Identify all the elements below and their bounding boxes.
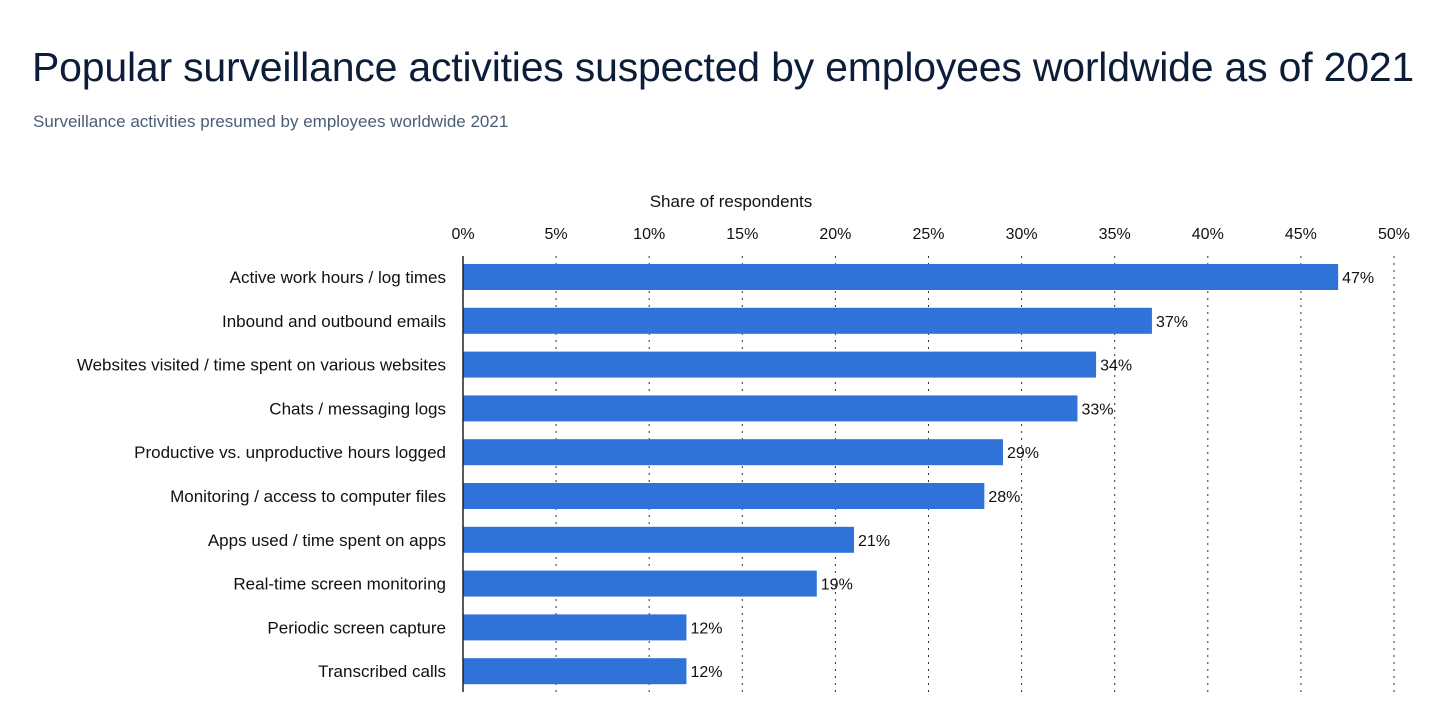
x-tick-label: 30% <box>1006 226 1038 243</box>
value-labels: 47% 37% 34% 33% 29% 28% 21% 19% 12% 12% <box>690 270 1374 681</box>
bar <box>463 307 1152 334</box>
value-label: 34% <box>1100 358 1132 375</box>
x-tick-label: 15% <box>726 226 758 243</box>
value-label: 28% <box>988 489 1020 506</box>
x-axis-ticks: 0% 5% 10% 15% 20% 25% 30% 35% 40% 45% 50% <box>451 226 1410 243</box>
gridlines <box>555 256 1395 692</box>
bar <box>463 395 1078 422</box>
category-label: Websites visited / time spent on various… <box>77 356 446 375</box>
bar <box>463 351 1097 378</box>
chart-title: Popular surveillance activities suspecte… <box>32 44 1415 90</box>
bars <box>463 264 1339 685</box>
x-tick-label: 50% <box>1378 226 1410 243</box>
category-label: Transcribed calls <box>318 662 446 681</box>
category-label: Active work hours / log times <box>230 268 446 287</box>
category-label: Productive vs. unproductive hours logged <box>134 443 446 462</box>
category-label: Chats / messaging logs <box>269 399 446 418</box>
bar <box>463 658 687 685</box>
category-label: Real-time screen monitoring <box>233 575 446 594</box>
value-label: 37% <box>1156 314 1188 331</box>
x-tick-label: 5% <box>545 226 568 243</box>
category-label: Periodic screen capture <box>267 618 446 637</box>
category-label: Monitoring / access to computer files <box>170 487 446 506</box>
bar <box>463 570 817 597</box>
x-tick-label: 10% <box>633 226 665 243</box>
x-tick-label: 0% <box>451 226 474 243</box>
value-label: 19% <box>821 577 853 594</box>
x-tick-label: 20% <box>819 226 851 243</box>
value-label: 29% <box>1007 445 1039 462</box>
x-axis-title: Share of respondents <box>650 192 813 211</box>
category-label: Inbound and outbound emails <box>222 312 446 331</box>
value-label: 12% <box>690 664 722 681</box>
value-label: 12% <box>690 620 722 637</box>
bar <box>463 483 985 509</box>
bar <box>463 264 1339 290</box>
bar <box>463 614 687 641</box>
value-label: 33% <box>1081 401 1113 418</box>
chart-subtitle: Surveillance activities presumed by empl… <box>33 112 509 131</box>
bar <box>463 439 1003 466</box>
bar <box>463 526 855 553</box>
x-tick-label: 40% <box>1192 226 1224 243</box>
x-tick-label: 35% <box>1099 226 1131 243</box>
category-labels: Active work hours / log times Inbound and… <box>77 268 446 681</box>
category-label: Apps used / time spent on apps <box>208 531 446 550</box>
x-tick-label: 25% <box>912 226 944 243</box>
value-label: 47% <box>1342 270 1374 287</box>
x-tick-label: 45% <box>1285 226 1317 243</box>
value-label: 21% <box>858 533 890 550</box>
